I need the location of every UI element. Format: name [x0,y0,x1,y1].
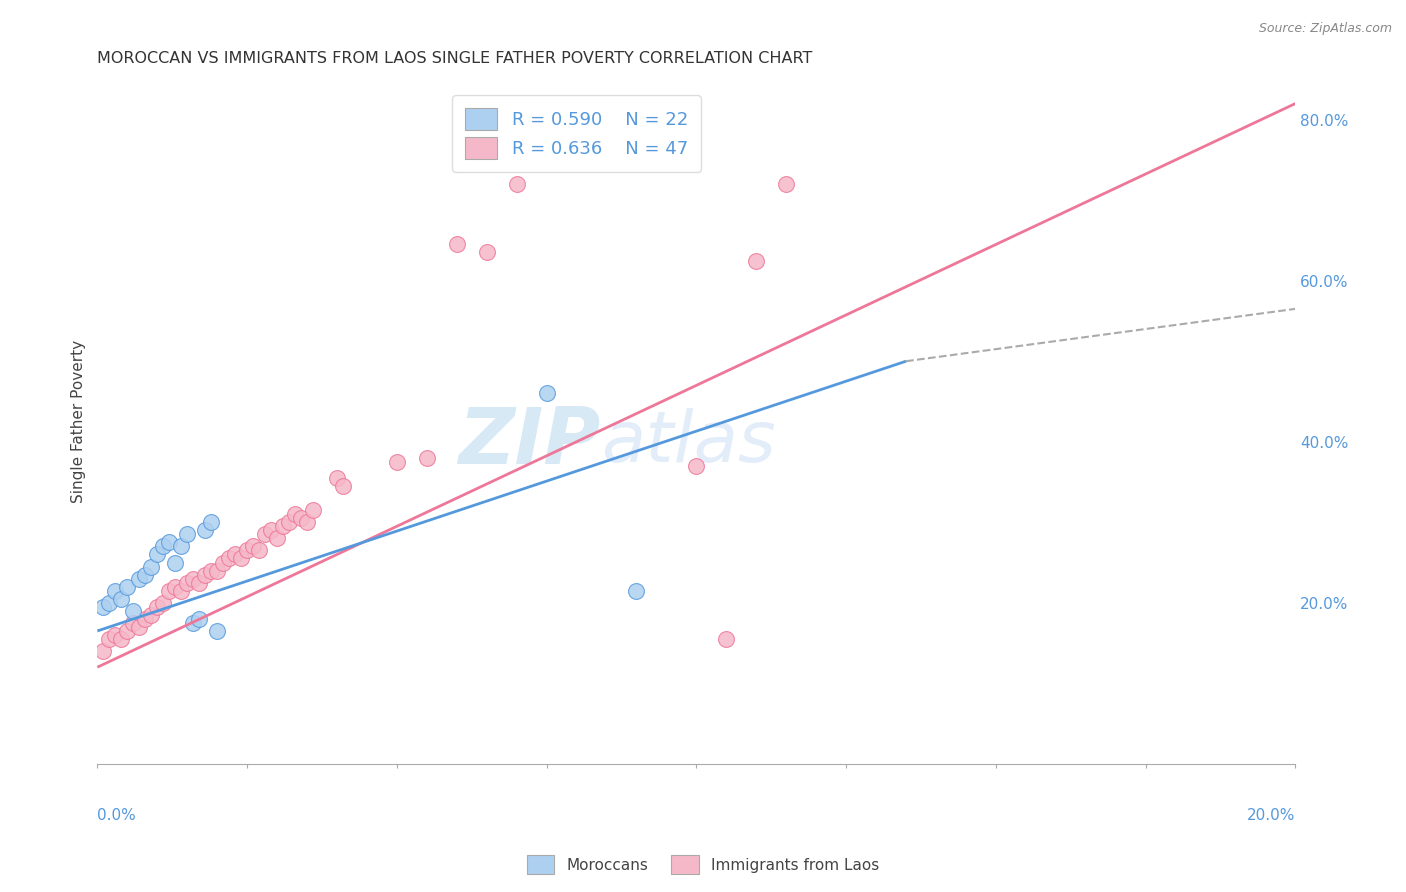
Point [290,511,312,525]
Point [117,624,139,638]
Point [165,580,187,594]
Point [236,543,259,558]
Point [332,479,354,493]
Point [98,632,121,646]
Point [416,450,439,465]
Point [242,540,264,554]
Point [165,556,187,570]
Point [122,604,145,618]
Point [181,615,204,630]
Point [157,535,180,549]
Point [152,596,174,610]
Point [104,583,127,598]
Point [284,507,307,521]
Point [505,177,527,191]
Point [152,540,174,554]
Point [271,519,294,533]
Point [157,583,180,598]
Point [278,515,301,529]
Point [170,583,193,598]
Point [385,455,408,469]
Point [200,564,222,578]
Point [117,580,139,594]
Point [229,551,252,566]
Point [104,628,127,642]
Point [685,458,707,473]
Point [188,575,211,590]
Point [176,527,198,541]
Point [194,567,217,582]
Point [212,556,235,570]
Point [200,515,222,529]
Y-axis label: Single Father Poverty: Single Father Poverty [72,340,86,503]
Point [176,575,198,590]
Point [302,503,325,517]
Point [134,612,156,626]
Point [716,632,738,646]
Point [98,596,121,610]
Point [626,583,648,598]
Point [181,572,204,586]
Point [128,620,150,634]
Text: ZIP: ZIP [458,404,600,480]
Point [110,632,132,646]
Point [141,607,163,622]
Point [775,177,797,191]
Point [266,532,288,546]
Point [295,515,318,529]
Point [188,612,211,626]
Point [536,386,558,401]
Text: atlas: atlas [600,408,775,476]
Text: 0.0%: 0.0% [97,808,136,823]
Point [110,591,132,606]
Point [122,615,145,630]
Point [194,524,217,538]
Point [205,624,228,638]
Point [134,567,156,582]
Point [141,559,163,574]
Point [93,644,115,658]
Point [224,548,246,562]
Point [218,551,240,566]
Point [326,471,349,485]
Point [170,540,193,554]
Point [146,548,169,562]
Point [146,599,169,614]
Legend: R = 0.590    N = 22, R = 0.636    N = 47: R = 0.590 N = 22, R = 0.636 N = 47 [453,95,700,172]
Point [205,564,228,578]
Point [260,524,283,538]
Legend: Moroccans, Immigrants from Laos: Moroccans, Immigrants from Laos [520,849,886,880]
Point [475,245,498,260]
Point [247,543,270,558]
Point [93,599,115,614]
Text: 20.0%: 20.0% [1247,808,1295,823]
Point [745,253,768,268]
Text: MOROCCAN VS IMMIGRANTS FROM LAOS SINGLE FATHER POVERTY CORRELATION CHART: MOROCCAN VS IMMIGRANTS FROM LAOS SINGLE … [97,51,813,66]
Point [128,572,150,586]
Point [446,237,468,252]
Text: Source: ZipAtlas.com: Source: ZipAtlas.com [1258,22,1392,36]
Point [254,527,277,541]
